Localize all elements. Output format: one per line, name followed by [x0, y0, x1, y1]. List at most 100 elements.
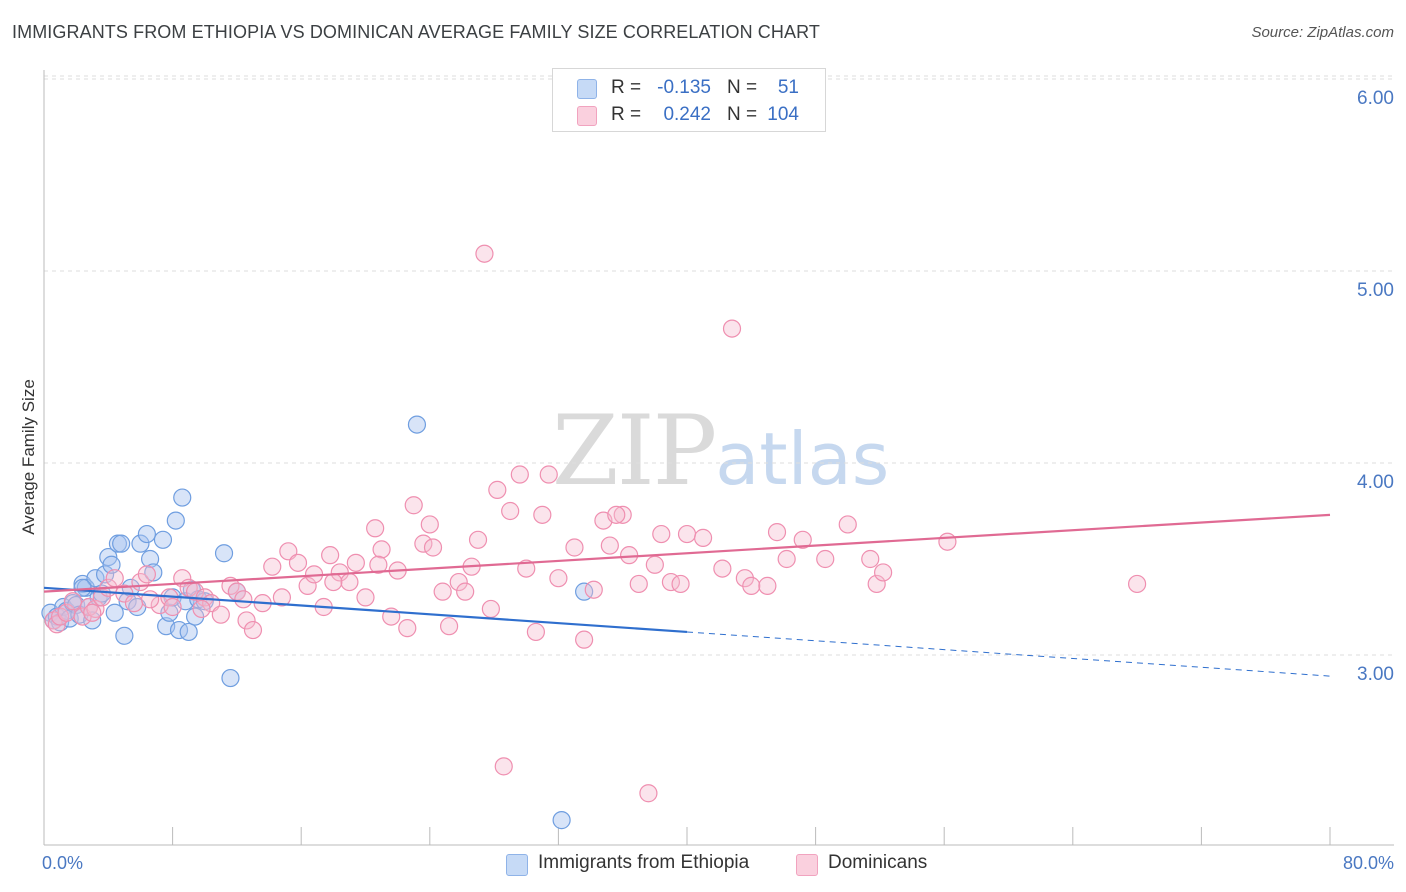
point-ethiopia-27: [131, 534, 150, 553]
y-tick-label-3: 6.00: [1357, 88, 1394, 109]
point-dominicans-94: [938, 532, 957, 551]
point-dominicans-26: [237, 611, 256, 630]
point-ethiopia-35: [166, 511, 185, 530]
bottom-legend-label-dominicans: Dominicans: [828, 852, 928, 873]
point-dominicans-54: [468, 530, 488, 549]
point-dominicans-12: [124, 594, 144, 613]
legend-r-value: -0.135: [657, 77, 711, 98]
point-dominicans-48: [423, 538, 443, 557]
point-dominicans-73: [629, 574, 648, 594]
point-dominicans-100: [607, 505, 626, 524]
point-dominicans-102: [192, 599, 211, 619]
legend-swatch-dominicans: [577, 106, 597, 126]
point-dominicans-78: [671, 574, 690, 594]
point-dominicans-32: [288, 553, 308, 572]
point-dominicans-10: [105, 569, 124, 588]
point-dominicans-17: [163, 597, 182, 617]
point-ethiopia-23: [115, 626, 134, 645]
bottom-legend-label-ethiopia: Immigrants from Ethiopia: [538, 852, 750, 873]
y-axis-label: Average Family Size: [19, 379, 38, 535]
point-dominicans-14: [137, 565, 156, 584]
point-dominicans-42: [372, 540, 391, 559]
point-dominicans-60: [510, 465, 529, 484]
point-ethiopia-31: [153, 530, 173, 549]
point-dominicans-98: [324, 572, 343, 592]
point-dominicans-36: [321, 546, 340, 565]
point-dominicans-65: [549, 569, 568, 588]
point-dominicans-38: [340, 572, 359, 592]
legend-row-ethiopia: R = -0.135 N = 51: [553, 75, 825, 101]
point-ethiopia-19: [102, 555, 121, 574]
point-dominicans-59: [501, 501, 520, 521]
point-ethiopia-45: [221, 668, 240, 688]
legend-n-label: N =: [727, 104, 758, 125]
y-tick-label-1: 4.00: [1357, 472, 1394, 493]
trendline-0-extension: [686, 631, 1331, 677]
point-dominicans-75: [645, 555, 664, 574]
point-dominicans-93: [874, 563, 893, 582]
correlation-legend: R = -0.135 N = 51 R = 0.242 N = 104: [552, 68, 826, 132]
point-ethiopia-37: [173, 488, 192, 507]
point-dominicans-47: [414, 534, 433, 553]
point-dominicans-72: [620, 546, 639, 565]
point-dominicans-56: [481, 599, 500, 619]
chart-source: Source: ZipAtlas.com: [1251, 24, 1394, 41]
legend-r-value: 0.242: [663, 104, 711, 125]
legend-row-dominicans: R = 0.242 N = 104: [553, 102, 825, 128]
trendlines: [43, 513, 1331, 677]
watermark-atlas: atlas: [715, 417, 890, 501]
point-dominicans-50: [439, 617, 459, 636]
point-dominicans-70: [600, 536, 619, 555]
point-dominicans-62: [526, 622, 545, 642]
point-dominicans-51: [449, 572, 468, 592]
point-dominicans-33: [298, 576, 317, 595]
point-dominicans-64: [539, 465, 558, 484]
legend-n-value: 104: [767, 104, 799, 125]
point-dominicans-66: [565, 538, 584, 557]
point-dominicans-29: [263, 557, 282, 576]
point-ethiopia-3: [50, 613, 70, 632]
chart-title: IMMIGRANTS FROM ETHIOPIA VS DOMINICAN AV…: [12, 22, 820, 42]
point-dominicans-91: [861, 549, 880, 569]
bottom-legend-swatch-dominicans: [796, 854, 818, 876]
point-dominicans-90: [838, 515, 857, 534]
x-tick-label-1: 80.0%: [1343, 853, 1394, 873]
trendline-1: [43, 513, 1331, 593]
point-dominicans-58: [494, 757, 513, 776]
data-points: [41, 244, 1147, 830]
point-ethiopia-33: [160, 603, 179, 622]
point-ethiopia-20: [105, 603, 124, 622]
point-dominicans-61: [517, 559, 536, 578]
point-dominicans-82: [722, 319, 742, 338]
point-ethiopia-29: [140, 549, 160, 569]
watermark: ZIPatlas: [552, 395, 889, 507]
point-dominicans-89: [816, 549, 835, 569]
point-ethiopia-44: [214, 544, 234, 563]
point-dominicans-74: [639, 784, 658, 803]
point-dominicans-4: [63, 592, 83, 611]
point-dominicans-85: [758, 576, 777, 595]
point-dominicans-71: [613, 505, 632, 524]
point-dominicans-52: [456, 582, 475, 601]
point-dominicans-84: [742, 576, 761, 595]
point-ethiopia-22: [112, 534, 131, 553]
point-dominicans-76: [652, 524, 671, 544]
point-dominicans-92: [867, 574, 886, 594]
bottom-legend-swatch-ethiopia: [506, 854, 528, 876]
point-ethiopia-14: [86, 569, 105, 588]
point-dominicans-49: [433, 582, 452, 601]
point-dominicans-103: [83, 603, 102, 622]
point-dominicans-68: [584, 580, 603, 599]
point-ethiopia-28: [137, 524, 156, 544]
point-dominicans-88: [793, 530, 812, 549]
point-dominicans-80: [693, 528, 713, 547]
point-dominicans-87: [777, 549, 796, 569]
y-tick-label-2: 5.00: [1357, 280, 1394, 301]
point-dominicans-57: [488, 480, 507, 499]
point-dominicans-67: [575, 630, 594, 649]
point-dominicans-96: [140, 590, 160, 609]
legend-n-value: 51: [777, 77, 799, 98]
point-dominicans-95: [1127, 574, 1147, 594]
point-dominicans-41: [366, 519, 385, 538]
